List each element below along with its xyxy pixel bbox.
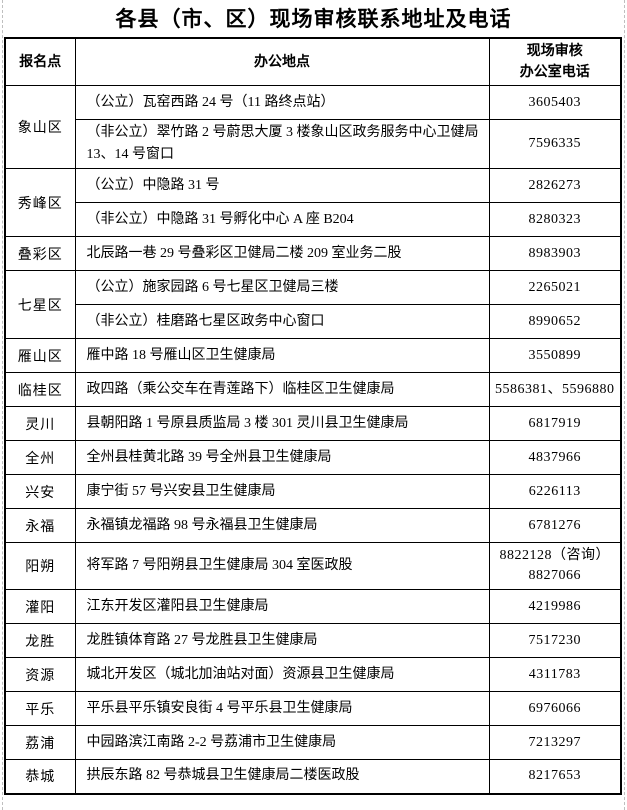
address-cell: 康宁街 57 号兴安县卫生健康局 <box>74 474 490 509</box>
text-boundary-line-right <box>624 0 625 810</box>
region-cell: 恭城 <box>4 759 76 794</box>
address-cell: （非公立）翠竹路 2 号蔚思大厦 3 楼象山区政务服务中心卫健局 13、14 号… <box>74 119 490 169</box>
address-cell: 全州县桂黄北路 39 号全州县卫生健康局 <box>74 440 490 475</box>
phone-cell: 6226113 <box>488 474 622 509</box>
table-row: 全州 全州县桂黄北路 39 号全州县卫生健康局 4837966 <box>4 440 622 475</box>
address-cell: 江东开发区灌阳县卫生健康局 <box>74 589 490 624</box>
address-cell: （非公立）中隐路 31 号孵化中心 A 座 B204 <box>74 202 490 237</box>
table-row: （非公立）中隐路 31 号孵化中心 A 座 B204 8280323 <box>5 202 622 237</box>
region-cell: 灵川 <box>4 406 76 441</box>
phone-cell: 3605403 <box>488 85 622 120</box>
region-cell: 兴安 <box>4 474 76 509</box>
region-cell: 全州 <box>4 440 76 475</box>
table-row: 阳朔 将军路 7 号阳朔县卫生健康局 304 室医政股 8822128（咨询） … <box>4 542 622 590</box>
region-cell: 临桂区 <box>4 372 76 407</box>
phone-cell: 4219986 <box>488 589 622 624</box>
phone-cell: 2265021 <box>488 270 622 305</box>
region-cell: 灌阳 <box>4 589 76 624</box>
table-row: 永福 永福镇龙福路 98 号永福县卫生健康局 6781276 <box>4 508 622 543</box>
table-row: 龙胜 龙胜镇体育路 27 号龙胜县卫生健康局 7517230 <box>4 623 622 658</box>
table-row: 平乐 平乐县平乐镇安良街 4 号平乐县卫生健康局 6976066 <box>4 691 622 726</box>
address-cell: 北辰路一巷 29 号叠彩区卫健局二楼 209 室业务二股 <box>74 236 490 271</box>
address-cell: （公立）中隐路 31 号 <box>74 168 490 203</box>
page-title: 各县（市、区）现场审核联系地址及电话 <box>115 7 512 31</box>
phone-cell: 2826273 <box>488 168 622 203</box>
address-cell: 拱辰东路 82 号恭城县卫生健康局二楼医政股 <box>74 759 490 794</box>
table-row: （非公立）桂磨路七星区政务中心窗口 8990652 <box>5 304 622 339</box>
region-cell: 永福 <box>4 508 76 543</box>
region-cell: 七星区 <box>4 270 76 339</box>
address-cell: （公立）瓦窑西路 24 号（11 路终点站） <box>74 85 490 120</box>
table-row: 七星区 （公立）施家园路 6 号七星区卫健局三楼 2265021 <box>4 270 622 339</box>
phone-cell: 7596335 <box>488 119 622 169</box>
address-cell: （公立）施家园路 6 号七星区卫健局三楼 <box>74 270 490 305</box>
phone-cell: 5586381、5596880 <box>488 372 622 407</box>
phone-cell: 8822128（咨询） 8827066 <box>488 542 622 590</box>
region-cell: 荔浦 <box>4 725 76 760</box>
table-row: 荔浦 中园路滨江南路 2-2 号荔浦市卫生健康局 7213297 <box>4 725 622 760</box>
address-cell: 将军路 7 号阳朔县卫生健康局 304 室医政股 <box>74 542 490 590</box>
address-cell: （非公立）桂磨路七星区政务中心窗口 <box>74 304 490 339</box>
region-cell: 叠彩区 <box>4 236 76 271</box>
address-cell: 政四路（乘公交车在青莲路下）临桂区卫生健康局 <box>74 372 490 407</box>
header-cell-phone: 现场审核 办公室电话 <box>488 37 622 86</box>
table-row: 恭城 拱辰东路 82 号恭城县卫生健康局二楼医政股 8217653 <box>4 759 622 794</box>
address-cell: 雁中路 18 号雁山区卫生健康局 <box>74 338 490 373</box>
header-cell-address: 办公地点 <box>74 37 490 86</box>
phone-cell: 3550899 <box>488 338 622 373</box>
phone-cell: 8990652 <box>488 304 622 339</box>
table-row: 兴安 康宁街 57 号兴安县卫生健康局 6226113 <box>4 474 622 509</box>
region-cell: 象山区 <box>4 85 76 169</box>
region-cell: 平乐 <box>4 691 76 726</box>
table-row: 资源 城北开发区（城北加油站对面）资源县卫生健康局 4311783 <box>4 657 622 692</box>
region-cell: 资源 <box>4 657 76 692</box>
address-cell: 城北开发区（城北加油站对面）资源县卫生健康局 <box>74 657 490 692</box>
phone-cell: 8983903 <box>488 236 622 271</box>
region-cell: 秀峰区 <box>4 168 76 237</box>
table-header-row: 报名点 办公地点 现场审核 办公室电话 <box>4 37 622 86</box>
address-cell: 永福镇龙福路 98 号永福县卫生健康局 <box>74 508 490 543</box>
phone-cell: 4311783 <box>488 657 622 692</box>
table-row: 灵川 县朝阳路 1 号原县质监局 3 楼 301 灵川县卫生健康局 681791… <box>4 406 622 441</box>
header-cell-region: 报名点 <box>4 37 76 86</box>
table-row: （非公立）翠竹路 2 号蔚思大厦 3 楼象山区政务服务中心卫健局 13、14 号… <box>5 119 622 169</box>
address-cell: 中园路滨江南路 2-2 号荔浦市卫生健康局 <box>74 725 490 760</box>
table-row: 象山区 （公立）瓦窑西路 24 号（11 路终点站） 3605403 <box>4 85 622 169</box>
phone-cell: 4837966 <box>488 440 622 475</box>
phone-cell: 7213297 <box>488 725 622 760</box>
phone-cell: 6817919 <box>488 406 622 441</box>
table-row: 灌阳 江东开发区灌阳县卫生健康局 4219986 <box>4 589 622 624</box>
table-row: 叠彩区 北辰路一巷 29 号叠彩区卫健局二楼 209 室业务二股 8983903 <box>4 236 622 271</box>
address-cell: 龙胜镇体育路 27 号龙胜县卫生健康局 <box>74 623 490 658</box>
phone-cell: 6976066 <box>488 691 622 726</box>
address-cell: 平乐县平乐镇安良街 4 号平乐县卫生健康局 <box>74 691 490 726</box>
table-row: 秀峰区 （公立）中隐路 31 号 2826273 <box>4 168 622 237</box>
table-row: 雁山区 雁中路 18 号雁山区卫生健康局 3550899 <box>4 338 622 373</box>
phone-cell: 7517230 <box>488 623 622 658</box>
phone-cell: 8217653 <box>488 759 622 794</box>
phone-cell: 8280323 <box>488 202 622 237</box>
region-cell: 阳朔 <box>4 542 76 590</box>
region-cell: 龙胜 <box>4 623 76 658</box>
phone-cell: 6781276 <box>488 508 622 543</box>
address-cell: 县朝阳路 1 号原县质监局 3 楼 301 灵川县卫生健康局 <box>74 406 490 441</box>
contact-table: 报名点 办公地点 现场审核 办公室电话 象山区 （公立）瓦窑西路 24 号（11… <box>4 37 622 795</box>
table-row: 临桂区 政四路（乘公交车在青莲路下）临桂区卫生健康局 5586381、55968… <box>4 372 622 407</box>
text-boundary-line-left <box>2 0 3 810</box>
region-cell: 雁山区 <box>4 338 76 373</box>
